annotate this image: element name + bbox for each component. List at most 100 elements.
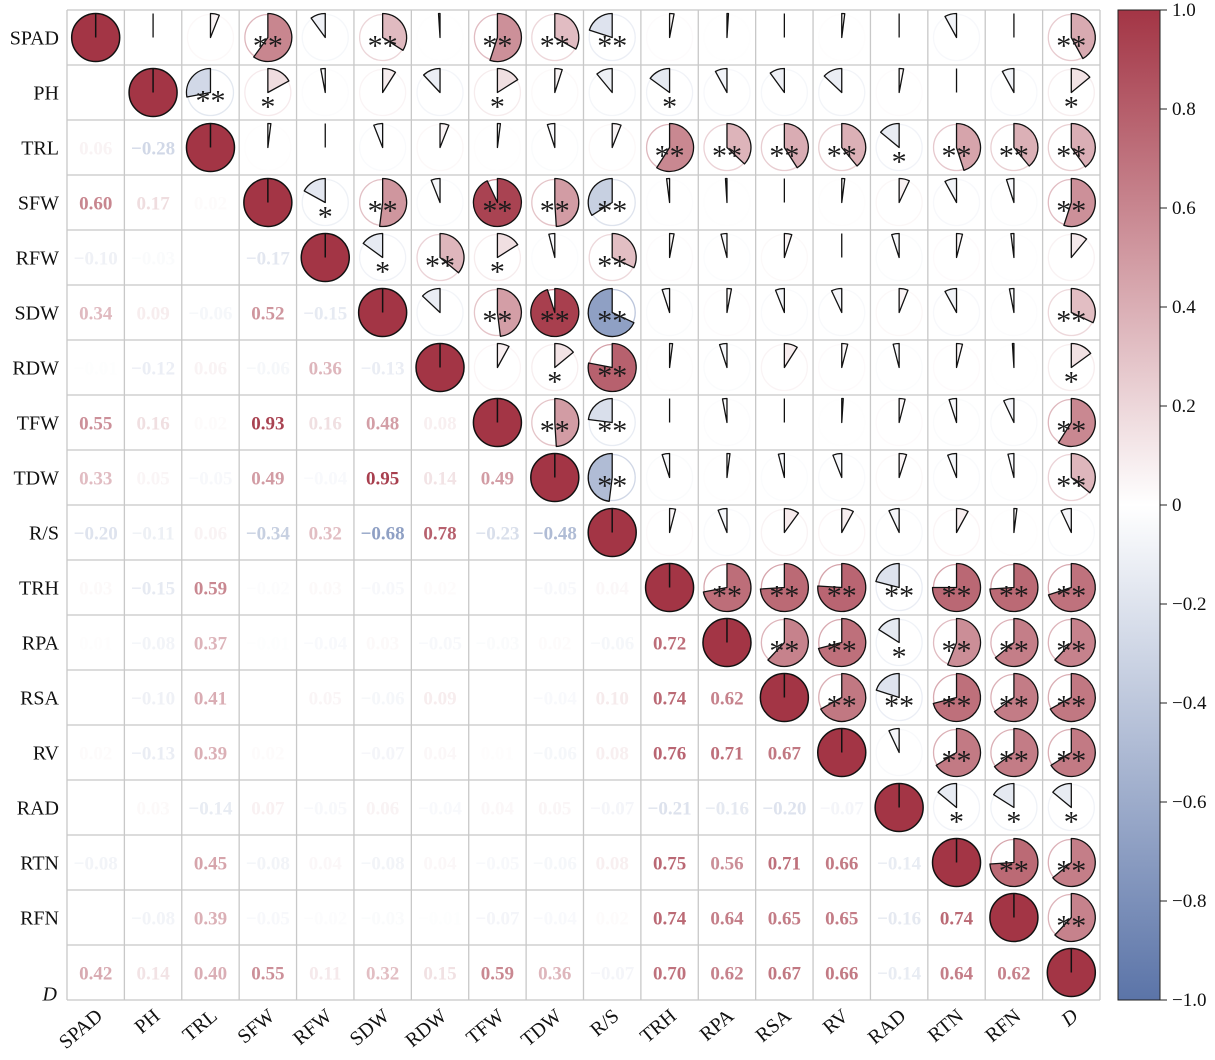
column-labels: SPAD PH TRL SFW RFW SDW RDW TFW TDW R/S TRH RPA RSA R…: [55, 1005, 1083, 1054]
pie-wedge: [955, 122, 982, 171]
column-label: RFN: [981, 1005, 1025, 1047]
correlation-value-label: −0.20: [762, 799, 806, 820]
significance-marker: **: [482, 195, 512, 228]
correlation-value-label: −0.23: [475, 524, 519, 545]
pie-wedge: [310, 12, 326, 39]
pie-wedge: [841, 122, 867, 167]
correlation-value-label: 0.65: [825, 909, 858, 930]
correlation-value-label: 0.00: [79, 909, 112, 930]
correlation-value-label: 0.01: [79, 634, 112, 655]
column-label: R/S: [586, 1005, 623, 1041]
correlation-value-label: 0.04: [596, 579, 630, 600]
pie-wedge: [721, 397, 728, 424]
pie-wedge: [944, 287, 958, 314]
significance-marker: *: [1064, 366, 1079, 399]
significance-marker: *: [318, 201, 333, 234]
column-label: TFW: [462, 1005, 509, 1049]
pie-wedge: [898, 177, 911, 204]
pie-wedge: [817, 562, 867, 613]
column-label: SDW: [346, 1005, 394, 1050]
correlation-value-label: 0.67: [768, 744, 802, 765]
correlation-value-label: 0.11: [309, 964, 341, 985]
pie-wedge: [714, 67, 728, 94]
pie-wedge: [587, 452, 613, 502]
pie-wedge: [947, 452, 958, 479]
pie-wedge: [1070, 67, 1091, 94]
significance-marker: *: [375, 256, 390, 289]
column-label: PH: [131, 1005, 165, 1038]
pie-wedge: [944, 177, 958, 204]
correlation-value-label: −0.04: [533, 909, 578, 930]
correlation-value-label: 0.37: [194, 634, 228, 655]
correlation-value-label: −0.16: [705, 799, 749, 820]
pie-wedge: [320, 67, 326, 94]
significance-marker: **: [999, 140, 1029, 173]
correlation-value-label: 0.08: [596, 854, 629, 875]
pie-wedge: [267, 122, 272, 149]
significance-marker: **: [769, 140, 799, 173]
pie-wedge: [720, 232, 728, 259]
column-label: SFW: [233, 1005, 279, 1048]
row-label: TDW: [13, 468, 59, 490]
pie-wedge: [1070, 12, 1096, 60]
pie-wedge: [726, 122, 752, 165]
significance-marker: **: [1056, 30, 1086, 63]
colorbar-tick-label: −0.4: [1172, 693, 1207, 714]
colorbar: 1.0 0.8 0.6 0.4 0.2 0 −0.2 −0.4 −0.6 −0.8 −1.0: [1117, 0, 1207, 1011]
correlation-value-label: 0.00: [251, 689, 284, 710]
correlation-value-label: −0.48: [533, 524, 577, 545]
pie-wedge: [841, 507, 854, 534]
row-label: RTN: [20, 853, 59, 875]
significance-marker: **: [942, 580, 972, 613]
correlation-value-label: −0.08: [131, 909, 175, 930]
correlation-value-label: 0.36: [538, 964, 571, 985]
pie-wedge: [878, 617, 900, 644]
correlation-value-label: 0.76: [653, 744, 686, 765]
correlation-value-label: −0.21: [648, 799, 692, 820]
colorbar-tick-label: −0.2: [1172, 594, 1206, 615]
significance-marker: **: [827, 690, 857, 723]
correlation-value-label: 0.34: [79, 304, 113, 325]
pie-wedge: [993, 672, 1039, 723]
correlation-value-label: 0.74: [653, 689, 687, 710]
pie-wedge: [898, 397, 906, 424]
pie-wedge: [875, 672, 900, 699]
pie-wedge: [817, 617, 867, 668]
correlation-value-label: 0.04: [423, 854, 457, 875]
pie-wedge: [1050, 727, 1096, 778]
correlation-value-label: 0.33: [79, 469, 112, 490]
correlation-value-label: 0.49: [481, 469, 514, 490]
correlation-value-label: 0.64: [940, 964, 974, 985]
significance-marker: **: [1056, 745, 1086, 778]
correlation-value-label: −0.05: [533, 579, 577, 600]
pie-wedge: [668, 12, 675, 39]
significance-marker: **: [597, 30, 627, 63]
correlation-value-label: 0.05: [538, 799, 571, 820]
correlation-value-label: −0.06: [590, 634, 634, 655]
significance-marker: **: [655, 140, 685, 173]
correlation-value-label: 0.04: [423, 744, 457, 765]
pie-wedge: [1008, 287, 1015, 314]
pie-wedge: [955, 232, 964, 259]
pie-wedge: [588, 12, 613, 39]
pie-wedge: [1047, 562, 1096, 613]
pie-wedge: [932, 672, 982, 723]
pie-wedge: [554, 67, 563, 94]
pie-wedge: [1070, 122, 1096, 168]
correlation-value-label: −0.16: [877, 909, 921, 930]
significance-marker: **: [597, 305, 627, 338]
pie-wedge: [726, 287, 733, 314]
correlation-value-label: −0.05: [475, 854, 519, 875]
significance-marker: **: [712, 580, 742, 613]
pie-wedge: [947, 617, 982, 668]
colorbar-tick-label: 0.2: [1172, 396, 1196, 417]
pie-wedge: [546, 122, 556, 149]
pie-wedge: [1010, 232, 1015, 259]
pie-wedge: [875, 562, 900, 589]
correlation-value-label: 0.09: [423, 689, 456, 710]
pie-wedge: [1052, 782, 1072, 809]
pie-wedge: [891, 232, 900, 259]
column-label: D: [1057, 1005, 1083, 1032]
pie-wedge: [888, 727, 900, 754]
correlation-value-label: −0.07: [590, 964, 635, 985]
